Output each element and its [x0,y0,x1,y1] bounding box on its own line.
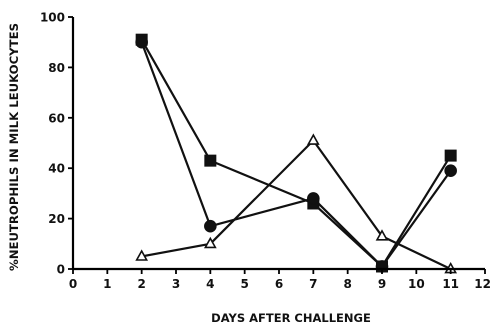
data-point-circle [204,219,217,233]
y-tick-label: 100 [40,11,65,25]
data-point-triangle [375,229,389,241]
x-tick-label: 7 [309,277,317,291]
data-point-circle [307,192,320,205]
series-line-circle [140,41,452,268]
x-tick-label: 1 [103,277,111,291]
data-point-triangle [203,236,217,249]
x-tick-label: 11 [442,277,459,291]
x-tick-label: 4 [206,277,214,291]
data-point-square [444,149,457,162]
y-tick-label: 80 [48,61,65,75]
x-tick-label: 2 [137,277,145,291]
series-line-triangle-open [141,139,452,270]
y-tick-label: 60 [48,111,65,125]
y-axis-title: %NEUTROPHILS IN MILK LEUKOCYTES [7,23,21,271]
x-tick-label: 8 [343,277,351,291]
y-tick-label: 40 [48,162,65,176]
x-tick-label: 12 [474,277,491,291]
y-tick-label: 20 [48,212,65,226]
data-point-triangle [306,133,320,145]
x-tick-label: 10 [408,277,425,291]
series-layer [135,33,458,274]
series-circle [135,35,457,273]
x-tick-label: 6 [275,277,283,291]
x-tick-label: 5 [240,277,248,291]
data-point-triangle [135,249,149,261]
data-point-circle [135,35,148,49]
series-line-square [140,39,452,268]
x-tick-label: 3 [172,277,180,291]
x-tick-label: 0 [69,277,77,291]
y-tick-label: 0 [57,263,65,277]
data-point-square [204,154,217,167]
x-axis-title: DAYS AFTER CHALLENGE [211,311,371,325]
x-tick-label: 9 [378,277,386,291]
data-point-circle [444,164,457,178]
